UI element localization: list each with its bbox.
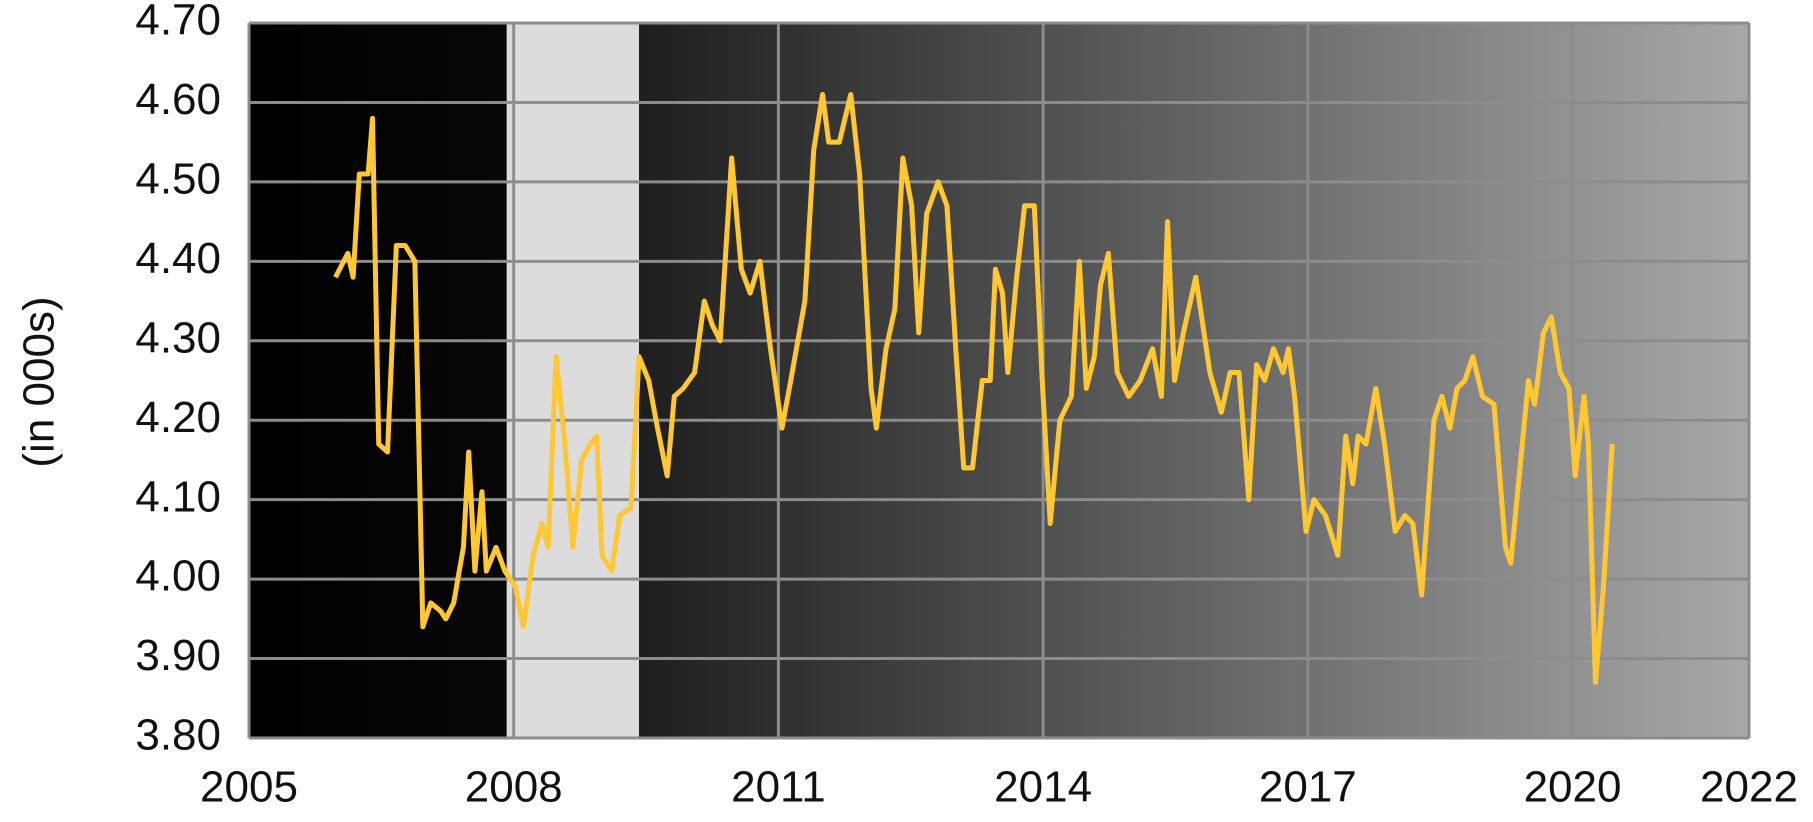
x-tick-label: 2017 [1259,763,1357,812]
shaded-region [506,23,639,738]
y-tick-label: 3.90 [135,631,221,680]
x-tick-label: 2005 [200,763,298,812]
y-tick-label: 4.40 [135,234,221,283]
x-tick-label: 2008 [465,763,563,812]
x-tick-label: 2020 [1524,763,1622,812]
plot-background [249,23,1749,738]
y-tick-label: 3.80 [135,711,221,760]
y-tick-label: 4.20 [135,393,221,442]
x-tick-label: 2014 [994,763,1092,812]
y-tick-label: 4.60 [135,75,221,124]
y-tick-label: 4.50 [135,155,221,204]
y-tick-label: 4.10 [135,472,221,521]
y-tick-label: 4.00 [135,552,221,601]
y-tick-label: 4.30 [135,313,221,362]
x-tick-label: 2011 [731,763,826,812]
y-axis-label: (in 000s) [15,296,64,467]
data-line [333,92,1615,685]
y-tick-label: 4.70 [135,0,221,45]
x-tick-label: 2022 [1700,763,1798,812]
